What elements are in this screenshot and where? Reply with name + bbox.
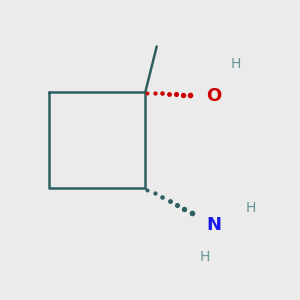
Text: O: O: [207, 87, 222, 105]
Text: H: H: [231, 57, 242, 71]
Text: N: N: [207, 216, 222, 234]
Text: H: H: [200, 250, 210, 264]
Text: H: H: [245, 200, 256, 214]
